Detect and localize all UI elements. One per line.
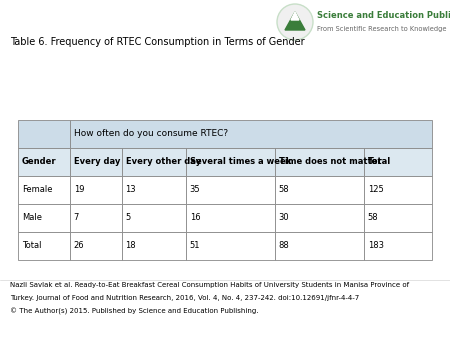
Bar [70,148,122,176]
Text: Female: Female [22,186,53,194]
Bar [18,232,70,260]
Text: Total: Total [22,241,41,250]
Text: 35: 35 [189,186,200,194]
Bar [274,176,364,204]
Text: Gender: Gender [22,158,57,167]
Text: Nazli Savlak et al. Ready-to-Eat Breakfast Cereal Consumption Habits of Universi: Nazli Savlak et al. Ready-to-Eat Breakfa… [10,282,409,288]
Bar [70,232,122,260]
Text: 26: 26 [74,241,85,250]
Bar [122,204,186,232]
Bar [186,176,274,204]
Bar [70,204,122,232]
Text: Male: Male [22,214,42,222]
Polygon shape [291,12,299,20]
Text: 30: 30 [279,214,289,222]
Text: Time does not matter: Time does not matter [279,158,381,167]
Bar [70,176,122,204]
Bar [274,232,364,260]
Text: Turkey. Journal of Food and Nutrition Research, 2016, Vol. 4, No. 4, 237-242. do: Turkey. Journal of Food and Nutrition Re… [10,295,359,301]
Text: Every other day: Every other day [126,158,201,167]
Text: 183: 183 [368,241,384,250]
Text: 19: 19 [74,186,84,194]
Bar [18,120,70,148]
Text: 18: 18 [126,241,136,250]
Text: Total: Total [368,158,391,167]
Bar [364,148,432,176]
Polygon shape [285,12,305,30]
Text: 125: 125 [368,186,383,194]
Text: 5: 5 [126,214,131,222]
Bar [274,148,364,176]
Text: 88: 88 [279,241,289,250]
Text: Every day: Every day [74,158,120,167]
Text: © The Author(s) 2015. Published by Science and Education Publishing.: © The Author(s) 2015. Published by Scien… [10,308,258,315]
Text: How often do you consume RTEC?: How often do you consume RTEC? [74,129,228,139]
Bar [274,204,364,232]
Text: Several times a week: Several times a week [189,158,291,167]
Bar [122,176,186,204]
Text: From Scientific Research to Knowledge: From Scientific Research to Knowledge [317,26,446,32]
Text: Table 6. Frequency of RTEC Consumption in Terms of Gender: Table 6. Frequency of RTEC Consumption i… [10,37,305,47]
Bar [18,148,70,176]
Bar [364,232,432,260]
Bar [122,232,186,260]
Bar [70,120,432,148]
Bar [18,204,70,232]
Text: 58: 58 [279,186,289,194]
Bar [186,204,274,232]
Bar [364,176,432,204]
Bar [122,148,186,176]
Text: 58: 58 [368,214,378,222]
Text: 16: 16 [189,214,200,222]
Text: 51: 51 [189,241,200,250]
Text: 7: 7 [74,214,79,222]
Text: Science and Education Publishing: Science and Education Publishing [317,11,450,21]
Text: 13: 13 [126,186,136,194]
Bar [18,176,70,204]
Bar [186,232,274,260]
Circle shape [277,4,313,40]
Bar [186,148,274,176]
Bar [364,204,432,232]
